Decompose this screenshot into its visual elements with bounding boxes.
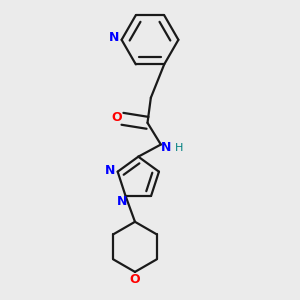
Text: H: H	[176, 143, 184, 153]
Text: N: N	[105, 164, 116, 177]
Text: N: N	[117, 196, 128, 208]
Text: N: N	[109, 31, 119, 44]
Text: O: O	[130, 273, 140, 286]
Text: N: N	[161, 141, 171, 154]
Text: O: O	[111, 111, 122, 124]
